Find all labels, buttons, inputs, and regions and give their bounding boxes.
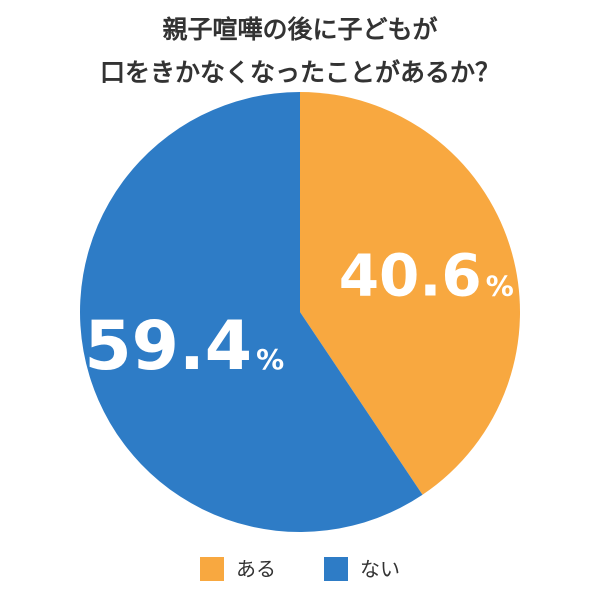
pie-value-labels: 40.6 %59.4% [84,242,514,387]
legend-label-nai: ない [360,557,400,581]
legend: ある ない [0,557,600,581]
legend-swatch-aru [200,557,224,581]
legend-swatch-nai [324,557,348,581]
chart-title: 親子喧嘩の後に子どもが 口をきかなくなったことがあるか？ [0,8,600,94]
pie-value-label-nai: 59.4% [84,307,284,386]
pie-value-number-nai: 59.4 [84,307,252,386]
chart-title-line-2: 口をきかなくなったことがあるか？ [99,58,500,87]
pie-slices [79,92,520,533]
pie-value-unit-nai: % [256,343,284,376]
pie-value-unit-aru: % [486,270,514,303]
pie-value-number-aru: 40.6 [339,242,482,310]
chart-title-line-1: 親子喧嘩の後に子どもが [162,15,438,44]
legend-item-nai: ない [324,557,400,581]
pie-slice-aru [300,92,520,495]
pie-slice-nai [79,92,423,533]
pie-value-label-aru: 40.6% [339,242,514,310]
legend-label-aru: ある [236,557,276,581]
legend-item-aru: ある [200,557,276,581]
